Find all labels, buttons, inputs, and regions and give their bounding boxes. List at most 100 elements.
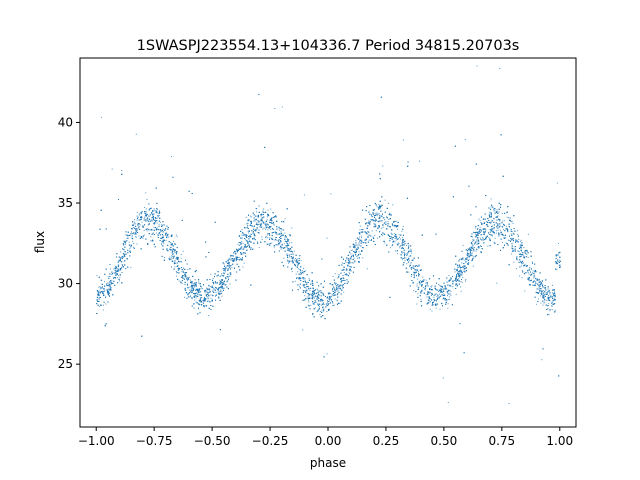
data-point (205, 299, 207, 301)
data-point (362, 257, 364, 259)
data-point (421, 280, 423, 282)
data-point (119, 276, 121, 278)
data-point (457, 268, 458, 270)
data-point (297, 265, 299, 267)
data-point (178, 280, 180, 282)
data-point (463, 265, 465, 266)
data-point (402, 246, 403, 248)
data-point (302, 329, 304, 331)
data-point (456, 283, 458, 285)
data-point (520, 261, 521, 262)
data-point (213, 289, 215, 290)
data-point (503, 228, 504, 230)
data-point (547, 293, 548, 295)
data-point (323, 308, 325, 310)
data-point (402, 258, 403, 260)
data-point (170, 244, 172, 246)
data-point (425, 294, 427, 296)
data-point (98, 290, 100, 292)
data-point (377, 237, 379, 239)
data-point (503, 235, 505, 237)
data-point (261, 222, 263, 224)
data-point (433, 304, 435, 306)
data-point (350, 258, 352, 260)
data-point (204, 291, 206, 293)
data-point (288, 262, 289, 264)
data-point (542, 286, 544, 288)
data-point (339, 285, 341, 287)
data-point (135, 236, 137, 238)
data-point (471, 260, 473, 262)
data-point (333, 295, 335, 297)
data-point (164, 257, 165, 259)
data-point (221, 295, 223, 297)
data-point (280, 238, 282, 240)
data-point (221, 272, 223, 274)
data-point (136, 211, 138, 213)
data-point (543, 286, 545, 288)
data-point (508, 403, 510, 404)
data-point (419, 280, 421, 282)
data-point (409, 265, 410, 267)
data-point (300, 260, 302, 262)
data-point (267, 237, 269, 239)
data-point (131, 236, 133, 238)
data-point (438, 284, 440, 286)
data-point (447, 290, 449, 292)
data-point (191, 290, 193, 292)
data-point (310, 304, 312, 306)
data-point (538, 291, 540, 293)
data-point (263, 208, 265, 210)
data-point (406, 254, 408, 256)
data-point (443, 293, 445, 295)
data-point (490, 206, 492, 208)
data-point (458, 279, 460, 281)
data-point (340, 280, 342, 282)
data-point (539, 281, 541, 283)
data-point (470, 246, 472, 248)
data-point (449, 279, 451, 280)
data-point (524, 263, 526, 265)
data-point (229, 257, 231, 259)
data-point (109, 268, 111, 270)
data-point (473, 250, 475, 252)
data-point (386, 216, 387, 218)
data-point (521, 277, 523, 279)
data-point (395, 239, 397, 241)
data-point (322, 293, 324, 295)
data-point (558, 265, 560, 267)
data-point (193, 303, 195, 305)
data-point (379, 205, 381, 207)
data-point (545, 292, 547, 294)
data-point (335, 284, 337, 286)
data-point (294, 259, 295, 261)
data-point (187, 269, 189, 270)
data-point (268, 226, 269, 228)
data-point (352, 262, 354, 264)
data-point (389, 240, 390, 242)
data-point (148, 222, 150, 224)
data-point (302, 272, 304, 274)
data-point (411, 252, 413, 254)
data-point (256, 228, 258, 230)
data-point (447, 289, 449, 291)
data-point (98, 300, 100, 302)
data-point (463, 268, 465, 270)
data-point (426, 296, 428, 298)
data-point (290, 248, 292, 250)
data-point (263, 227, 265, 229)
data-point (522, 270, 524, 272)
data-point (520, 265, 522, 267)
data-point (326, 353, 328, 355)
data-point (501, 213, 503, 214)
data-point (482, 238, 484, 239)
data-point (213, 287, 215, 289)
data-point (212, 278, 214, 280)
data-point (479, 229, 481, 231)
data-point (286, 259, 288, 261)
data-point (296, 258, 298, 260)
data-point (327, 302, 329, 304)
data-point (539, 295, 541, 297)
data-point (496, 282, 498, 284)
data-point (284, 232, 286, 234)
